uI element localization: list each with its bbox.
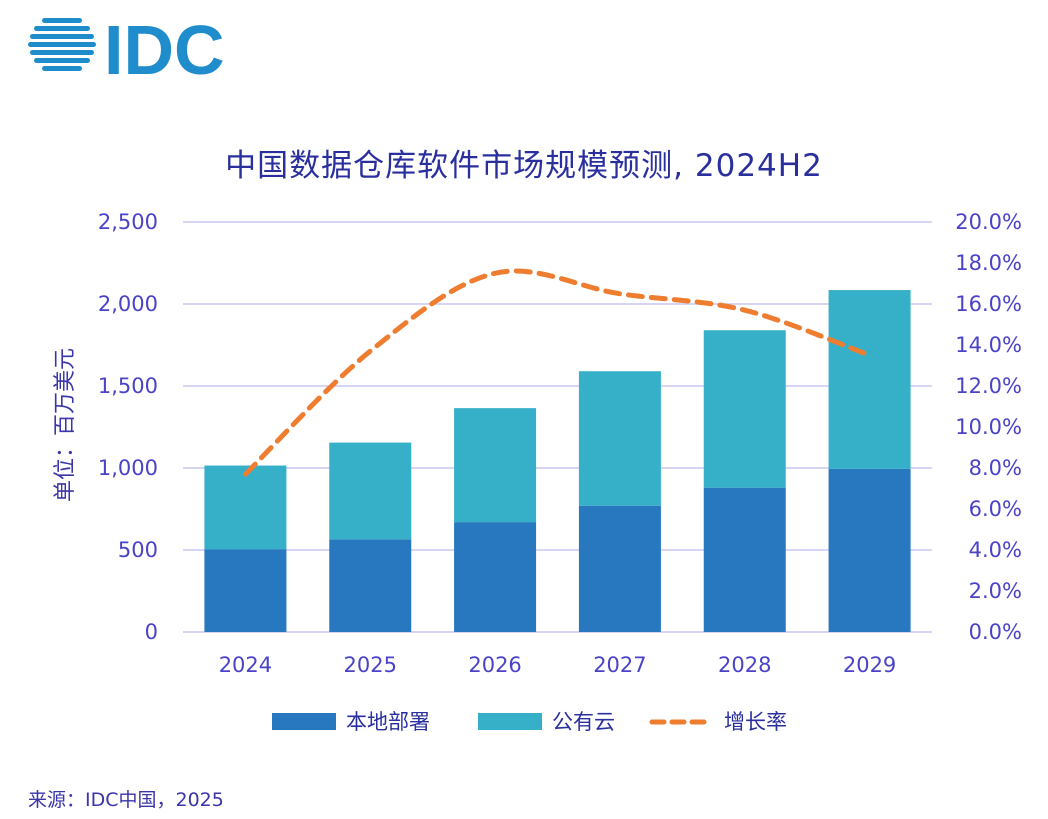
y-tick-label: 2,000 [98, 292, 158, 316]
x-tick-label: 2025 [344, 653, 397, 677]
bar-cloud [329, 442, 412, 540]
y-axis-label: 单位：百万美元 [53, 348, 78, 502]
y2-tick-label: 14.0% [955, 333, 1022, 357]
y2-tick-label: 16.0% [955, 292, 1022, 316]
x-tick-label: 2028 [718, 653, 771, 677]
y-tick-label: 500 [118, 538, 158, 562]
bar-onprem [204, 549, 287, 632]
bar-onprem [828, 468, 911, 632]
y-tick-label: 1,000 [98, 456, 158, 480]
bar-onprem [578, 505, 661, 632]
bar-cloud [454, 408, 537, 523]
y2-tick-label: 20.0% [955, 210, 1022, 234]
legend-swatch-onprem [272, 713, 336, 730]
legend: 本地部署 公有云 增长率 [272, 710, 787, 734]
bar-cloud [204, 465, 287, 550]
y2-tick-label: 10.0% [955, 415, 1022, 439]
globe-icon [28, 18, 96, 71]
logo-text: IDC [104, 12, 225, 84]
y2-tick-label: 0.0% [969, 620, 1022, 644]
chart: 0 500 1,000 1,500 2,000 2,500 0.0% 2.0% 4.0% 6.0… [53, 210, 1022, 734]
bar-onprem [703, 487, 786, 632]
x-tick-label: 2027 [593, 653, 646, 677]
y2-tick-label: 12.0% [955, 374, 1022, 398]
source-note: 来源：IDC中国，2025 [28, 789, 224, 811]
legend-label-onprem: 本地部署 [346, 710, 430, 734]
idc-logo: IDC [28, 12, 225, 84]
y2-tick-label: 8.0% [969, 456, 1022, 480]
legend-label-growth: 增长率 [724, 710, 787, 734]
bar-onprem [329, 539, 412, 632]
bar-cloud [828, 290, 911, 469]
growth-rate-line [242, 268, 873, 477]
legend-swatch-cloud [478, 713, 542, 730]
y-tick-label: 2,500 [98, 210, 158, 234]
bar-onprem [454, 522, 537, 632]
y-tick-label: 0 [145, 620, 158, 644]
bar-cloud [578, 371, 661, 506]
chart-title: 中国数据仓库软件市场规模预测, 2024H2 [225, 148, 823, 184]
y2-tick-label: 6.0% [969, 497, 1022, 521]
x-tick-label: 2024 [219, 653, 272, 677]
legend-label-cloud: 公有云 [552, 710, 615, 734]
y2-tick-label: 4.0% [969, 538, 1022, 562]
bar-cloud [703, 330, 786, 488]
y2-tick-label: 18.0% [955, 251, 1022, 275]
y-tick-label: 1,500 [98, 374, 158, 398]
x-tick-label: 2026 [468, 653, 521, 677]
y2-tick-label: 2.0% [969, 579, 1022, 603]
x-tick-label: 2029 [843, 653, 896, 677]
